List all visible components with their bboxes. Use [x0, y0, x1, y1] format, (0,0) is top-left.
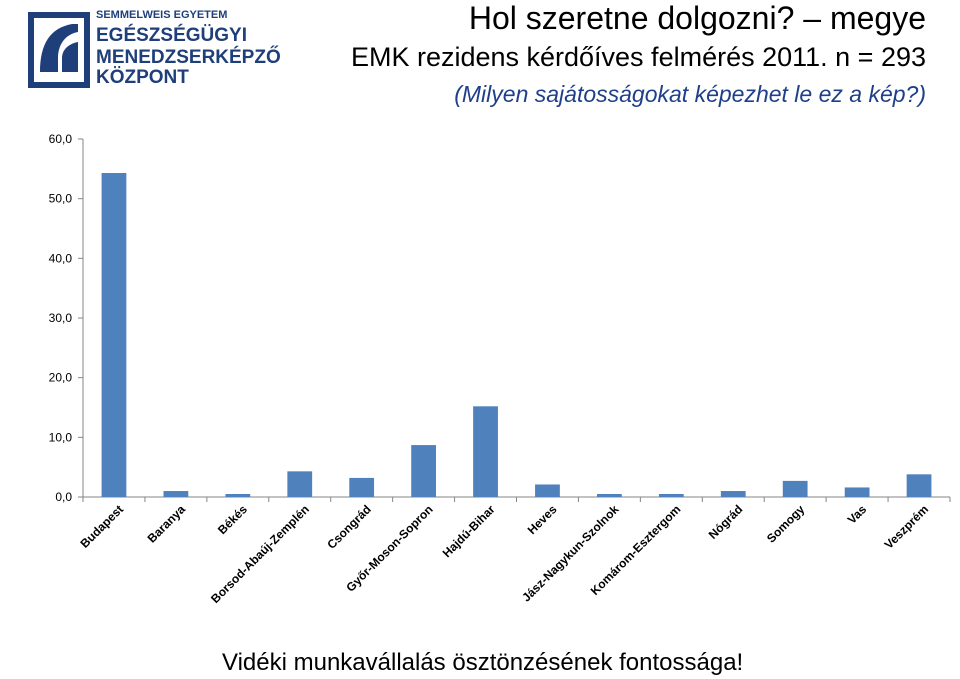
footer-text: Vidéki munkavállalás ösztönzésének fonto… [222, 649, 744, 676]
y-tick-label: 0,0 [55, 490, 72, 504]
logo-line-2: EGÉSZSÉGÜGYI [96, 25, 247, 46]
x-tick-label: Baranya [145, 502, 189, 546]
bar [658, 494, 684, 497]
y-tick-label: 50,0 [49, 192, 73, 206]
logo [26, 10, 246, 90]
logo-line-4: KÖZPONT [96, 67, 189, 88]
logo-emblem-icon [28, 12, 90, 88]
y-tick-label: 40,0 [49, 251, 73, 265]
bar [597, 494, 622, 497]
y-tick-label: 60,0 [49, 132, 73, 146]
x-tick-label: Budapest [78, 502, 127, 551]
page-title: Hol szeretne dolgozni? – megye [468, 0, 926, 36]
x-tick-label: Hajdú-Bihar [440, 502, 498, 560]
logo-line-1: SEMMELWEIS EGYETEM [96, 9, 228, 21]
logo-line-3: MENEDZSERKÉPZŐ [96, 47, 281, 68]
page-subtitle: EMK rezidens kérdőíves felmérés 2011. n … [350, 42, 926, 72]
bar [782, 480, 808, 497]
y-tick-label: 30,0 [49, 311, 73, 325]
bar [101, 173, 127, 497]
bar [287, 471, 313, 497]
bar [225, 494, 251, 497]
bar [163, 491, 189, 497]
x-tick-label: Heves [525, 502, 560, 537]
y-tick-label: 10,0 [49, 430, 73, 444]
x-tick-label: Nógrád [706, 502, 746, 542]
x-tick-label: Csongrád [324, 502, 374, 552]
bar [411, 445, 436, 497]
x-tick-label: Békés [215, 502, 250, 537]
bar [720, 491, 746, 497]
y-tick-label: 20,0 [49, 371, 73, 385]
page-note: (Milyen sajátosságokat képezhet le ez a … [454, 81, 926, 107]
bar [473, 406, 498, 497]
x-tick-label: Somogy [764, 502, 808, 546]
x-tick-label: Vas [845, 502, 870, 527]
bar [349, 477, 375, 497]
bar [844, 487, 870, 497]
bar [535, 484, 560, 497]
x-tick-label: Veszprém [882, 502, 932, 552]
bar [906, 474, 932, 497]
